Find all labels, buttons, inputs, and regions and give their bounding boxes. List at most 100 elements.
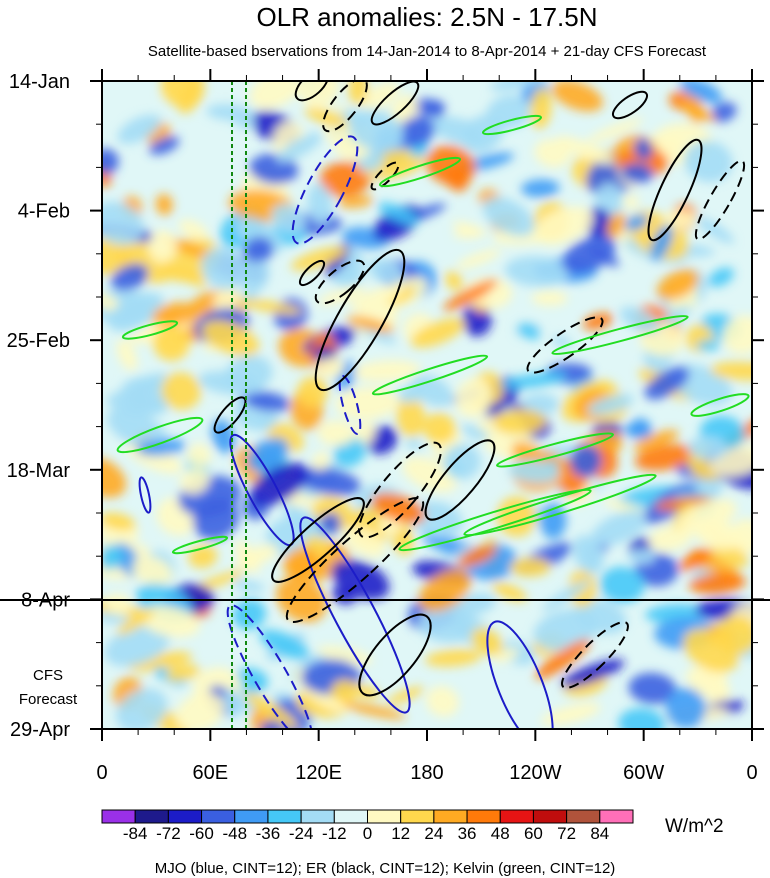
x-tick-label: 180 [410,762,443,784]
positive-anomaly-patch [534,138,571,168]
colorbar-swatch [599,809,634,824]
positive-anomaly-patch [533,206,594,245]
negative-anomaly-patch [627,548,656,565]
kelvin-contour [551,314,689,356]
er-contour [285,496,425,624]
kelvin-contour [463,473,657,537]
er-contour [370,81,420,126]
positive-anomaly-patch [410,317,466,348]
colorbar-label: 60 [524,824,543,843]
negative-anomaly-patch [276,132,323,163]
positive-anomaly-patch [679,548,712,571]
negative-anomaly-patch [624,214,649,232]
er-contour [271,497,365,583]
colorbar-swatch [400,809,435,824]
negative-anomaly-patch [102,201,144,246]
axis-ticks [90,69,764,741]
negative-anomaly-patch [460,424,490,441]
negative-anomaly-patch [586,394,634,416]
positive-anomaly-patch [463,277,513,310]
colorbar-label: -36 [256,824,281,843]
negative-anomaly-patch [708,267,734,287]
positive-anomaly-patch [148,229,177,264]
positive-anomaly-patch [338,195,374,209]
negative-anomaly-patch [561,659,625,688]
positive-anomaly-patch [677,498,737,535]
positive-anomaly-patch [606,212,626,239]
negative-anomaly-patch [319,512,342,535]
colorbar-swatch [267,809,302,824]
positive-anomaly-patch [175,692,225,729]
negative-anomaly-patch [243,391,291,412]
positive-anomaly-patch [353,360,421,382]
positive-anomaly-patch [633,429,679,452]
negative-anomaly-patch [307,183,333,225]
positive-anomaly-patch [116,609,155,635]
kelvin-contour [481,114,543,136]
positive-anomaly-patch [330,679,359,703]
positive-anomaly-patch [283,547,319,579]
positive-anomaly-patch [155,193,173,216]
er-contour [314,259,366,305]
positive-anomaly-patch [621,195,640,208]
mjo-contour [338,374,362,436]
negative-anomaly-patch [243,236,274,263]
positive-anomaly-patch [236,298,303,315]
negative-anomaly-patch [570,444,602,478]
y-tick-label: 8-Apr [21,589,70,611]
negative-anomaly-patch [521,393,560,415]
er-contour [561,621,629,689]
negative-anomaly-patch [249,462,309,507]
positive-anomaly-patch [342,702,406,720]
negative-anomaly-patch [130,373,170,394]
positive-anomaly-patch [116,339,138,371]
colorbar-label: 12 [391,824,410,843]
colorbar-label: -72 [156,824,181,843]
kelvin-contour [379,156,461,188]
negative-anomaly-patch [442,443,481,480]
positive-anomaly-patch [688,573,746,595]
chart-subtitle: Satellite-based bservations from 14-Jan-… [148,43,707,60]
negative-anomaly-patch [650,224,674,261]
colorbar-swatch [532,809,568,824]
colorbar-label: 36 [458,824,477,843]
positive-anomaly-patch [402,456,457,493]
negative-anomaly-patch [619,306,660,334]
mjo-contour [299,516,411,714]
colorbar-swatch [466,809,501,824]
y-axis-labels: 14-Jan 4-Feb 25-Feb 18-Mar 8-Apr 29-Apr [7,71,71,741]
positive-anomaly-patch [304,107,350,128]
positive-anomaly-patch [371,492,426,524]
positive-anomaly-patch [102,292,121,312]
colorbar-swatch [234,809,269,824]
y-tick-label: 14-Jan [9,71,70,93]
negative-anomaly-patch [696,340,721,351]
er-contour [358,613,432,697]
negative-anomaly-patch [295,466,361,496]
chart-footnote: MJO (blue, CINT=12); ER (black, CINT=12)… [155,860,616,877]
forecast-label-line2: Forecast [19,691,78,708]
positive-anomaly-patch [186,443,212,468]
negative-anomaly-patch [149,136,180,155]
negative-anomaly-patch [232,580,265,592]
negative-anomaly-patch [572,535,603,575]
positive-anomaly-patch [139,605,200,638]
colorbar-units: W/m^2 [665,816,724,837]
negative-anomaly-patch [520,179,560,198]
negative-anomaly-patch [255,411,280,432]
negative-anomaly-patch [695,216,735,244]
positive-anomaly-patch [530,87,552,129]
negative-anomaly-patch [282,503,331,539]
positive-anomaly-patch [290,246,348,271]
positive-anomaly-patch [648,525,692,552]
kelvin-contour [496,432,614,468]
negative-anomaly-patch [644,366,690,400]
negative-anomaly-patch [201,247,248,291]
chart-title: OLR anomalies: 2.5N - 17.5N [256,2,597,32]
er-contour [294,81,330,102]
positive-anomaly-patch [509,557,551,577]
negative-anomaly-patch [410,374,453,407]
y-tick-label: 29-Apr [10,719,70,741]
mjo-contour [291,135,359,245]
